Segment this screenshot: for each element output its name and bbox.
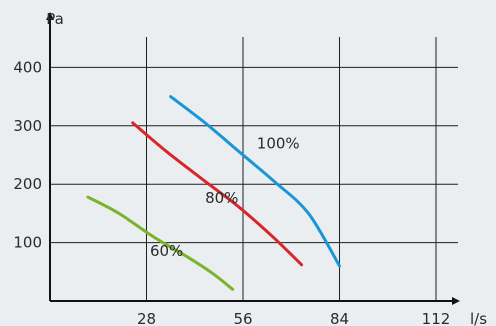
y-tick-label: 200: [13, 175, 42, 193]
x-tick-label: 28: [137, 310, 156, 326]
x-tick-label: 56: [233, 310, 252, 326]
horizontal-gridlines: [50, 66, 458, 244]
series-line-100pct: [169, 95, 341, 268]
y-tick-label: 300: [13, 117, 42, 135]
y-tick-label: 100: [13, 234, 42, 252]
labels-layer: 60% 80% 100%: [150, 135, 300, 260]
curve-label: 60%: [150, 242, 183, 260]
series-line-80pct: [131, 121, 304, 267]
x-axis-label: l/s: [470, 310, 487, 326]
curve-label: 100%: [257, 135, 300, 153]
ticks-layer: 100 200 300 400 28 56 84 112: [13, 58, 450, 326]
y-axis-arrow: [46, 12, 54, 20]
vertical-gridlines: [146, 37, 437, 301]
x-tick-label: 112: [422, 310, 451, 326]
axes: [46, 12, 460, 305]
x-tick-label: 84: [330, 310, 349, 326]
series-layer: [86, 95, 341, 291]
y-tick-label: 400: [13, 58, 42, 76]
curve-label: 80%: [205, 189, 238, 207]
x-axis-arrow: [452, 297, 460, 305]
series-line-60pct: [86, 195, 235, 291]
y-axis-label: Pa: [46, 10, 64, 28]
